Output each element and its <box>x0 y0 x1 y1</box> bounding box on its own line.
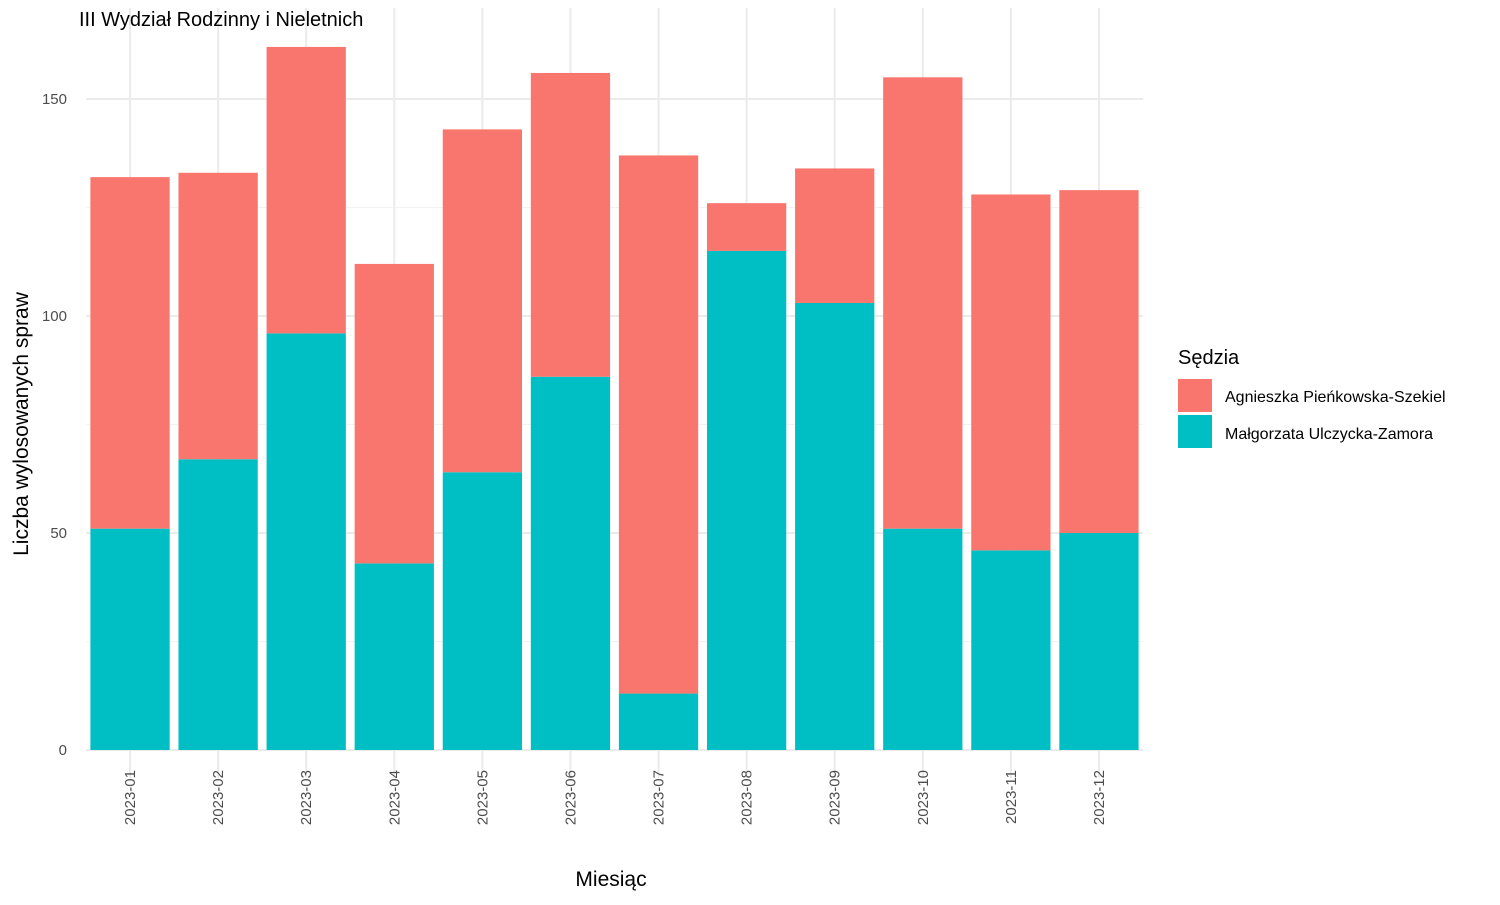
bar-segment-s0-2023-04 <box>354 563 434 750</box>
bar-segment-s1-2023-11 <box>971 194 1051 551</box>
bar-segment-s0-2023-05 <box>442 472 523 750</box>
x-tick-label: 2023-08 <box>739 770 756 825</box>
bar-segment-s0-2023-06 <box>530 376 611 750</box>
bars-group <box>90 46 1139 750</box>
legend-label-malgorzata: Małgorzata Ulczycka-Zamora <box>1225 426 1433 443</box>
x-tick-label: 2023-03 <box>298 770 315 825</box>
legend-key-agnieszka <box>1178 379 1212 412</box>
bar-segment-s1-2023-10 <box>883 77 963 529</box>
bar-segment-s1-2023-01 <box>90 177 170 529</box>
bar-segment-s1-2023-09 <box>795 168 875 303</box>
x-tick-label: 2023-12 <box>1091 770 1108 825</box>
bar-segment-s0-2023-08 <box>706 250 787 750</box>
y-tick-label: 150 <box>42 91 67 108</box>
x-tick-label: 2023-05 <box>474 770 491 825</box>
legend-title: Sędzia <box>1178 347 1240 369</box>
x-tick-label: 2023-02 <box>210 770 227 825</box>
bar-segment-s1-2023-05 <box>442 129 523 473</box>
y-axis-ticks: 0 50 100 150 <box>42 91 67 759</box>
x-tick-label: 2023-01 <box>122 770 139 825</box>
bar-segment-s1-2023-03 <box>266 46 346 334</box>
bar-segment-s1-2023-12 <box>1059 190 1139 533</box>
x-tick-label: 2023-07 <box>651 770 668 825</box>
chart-title: III Wydział Rodzinny i Nieletnich <box>79 9 363 31</box>
y-tick-label: 100 <box>42 308 67 325</box>
bar-segment-s0-2023-12 <box>1059 533 1139 750</box>
legend-label-agnieszka: Agnieszka Pieńkowska-Szekiel <box>1225 389 1446 406</box>
bar-segment-s0-2023-09 <box>795 302 875 750</box>
y-tick-label: 0 <box>59 742 67 759</box>
bar-segment-s0-2023-10 <box>883 528 963 750</box>
bar-segment-s1-2023-04 <box>354 263 434 564</box>
bar-segment-s0-2023-03 <box>266 333 346 750</box>
x-axis-title: Miesiąc <box>575 868 646 891</box>
bar-segment-s0-2023-07 <box>618 693 699 750</box>
x-tick-label: 2023-10 <box>915 770 932 825</box>
x-tick-label: 2023-09 <box>827 770 844 825</box>
legend-key-malgorzata <box>1178 415 1212 448</box>
bar-segment-s0-2023-02 <box>178 459 258 750</box>
x-axis-ticks: 2023-01 2023-02 2023-03 2023-04 2023-05 2023-… <box>122 770 1108 825</box>
x-tick-label: 2023-11 <box>1003 770 1020 824</box>
legend: Sędzia Agnieszka Pieńkowska-Szekiel Małg… <box>1178 347 1446 448</box>
bar-segment-s0-2023-01 <box>90 528 170 750</box>
x-tick-label: 2023-04 <box>386 770 403 825</box>
x-tick-label: 2023-06 <box>562 770 579 825</box>
bar-segment-s1-2023-07 <box>618 155 699 694</box>
bar-segment-s0-2023-11 <box>971 550 1051 750</box>
y-axis-title: Liczba wylosowanych spraw <box>10 291 33 556</box>
bar-segment-s1-2023-06 <box>530 72 611 377</box>
y-tick-label: 50 <box>50 525 67 542</box>
bar-segment-s1-2023-02 <box>178 172 258 460</box>
bar-segment-s1-2023-08 <box>706 203 787 251</box>
